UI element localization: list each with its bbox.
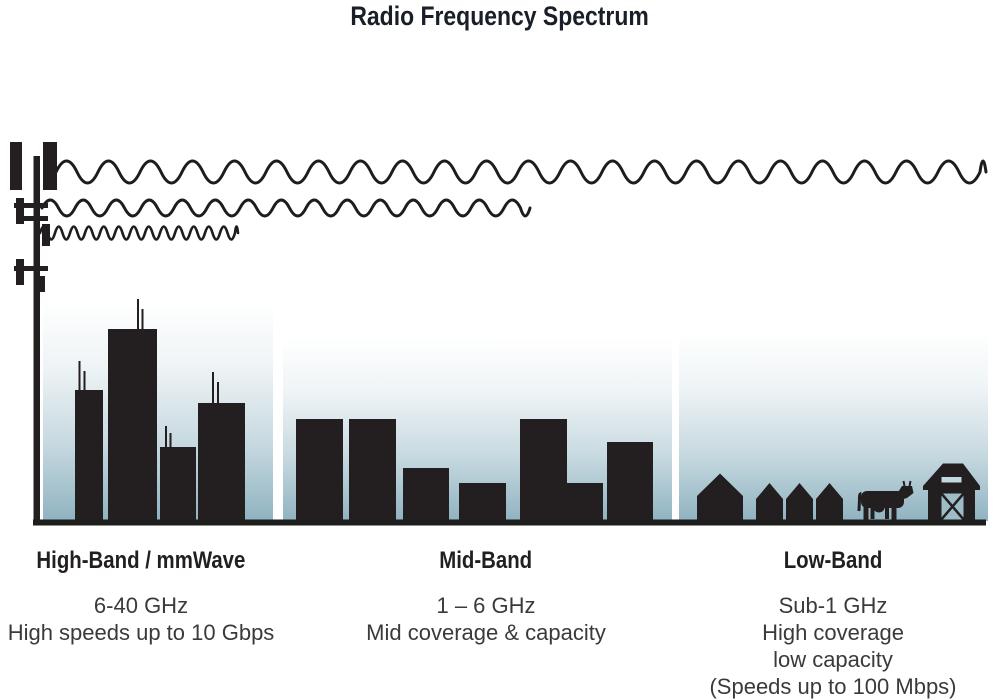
short-wavelength-wave xyxy=(38,225,240,241)
long-wavelength-wave xyxy=(54,159,988,185)
mid-band-heading: Mid-Band xyxy=(439,547,533,574)
low-band-frequency: Sub-1 GHz xyxy=(778,593,888,618)
house-icon xyxy=(697,473,743,523)
cell-tower-icon xyxy=(10,142,57,525)
mid-band-description: Mid coverage & capacity xyxy=(366,620,606,645)
mid-band-label-block: Mid-Band 1 – 6 GHz Mid coverage & capaci… xyxy=(346,548,626,646)
rural-houses-cow-barn-silhouette xyxy=(697,463,980,523)
mid-rise-buildings-silhouette xyxy=(296,419,653,523)
house-icon xyxy=(786,483,813,523)
low-band-description: low capacity xyxy=(773,647,893,672)
ground-baseline xyxy=(33,519,986,526)
house-icon xyxy=(816,483,843,523)
house-icon xyxy=(756,483,783,523)
high-band-frequency: 6-40 GHz xyxy=(93,593,189,618)
high-band-label-block: High-Band / mmWave 6-40 GHz High speeds … xyxy=(0,548,282,646)
city-skyscrapers-silhouette xyxy=(75,299,245,523)
page-title: Radio Frequency Spectrum xyxy=(0,1,1000,32)
barn-vent xyxy=(941,477,962,483)
high-band-heading: High-Band / mmWave xyxy=(36,547,246,574)
mid-band-frequency: 1 – 6 GHz xyxy=(436,593,536,618)
low-band-description: High coverage xyxy=(762,620,904,645)
page-title-text: Radio Frequency Spectrum xyxy=(350,1,650,31)
cow-icon xyxy=(857,480,914,520)
high-band-description: High speeds up to 10 Gbps xyxy=(7,620,275,645)
low-band-heading: Low-Band xyxy=(783,547,883,574)
low-band-label-block: Low-Band Sub-1 GHz High coverage low cap… xyxy=(693,548,973,700)
medium-wavelength-wave xyxy=(40,198,532,218)
low-band-description: (Speeds up to 100 Mbps) xyxy=(709,674,957,699)
radio-waves xyxy=(38,159,988,241)
barn-icon xyxy=(923,463,980,523)
